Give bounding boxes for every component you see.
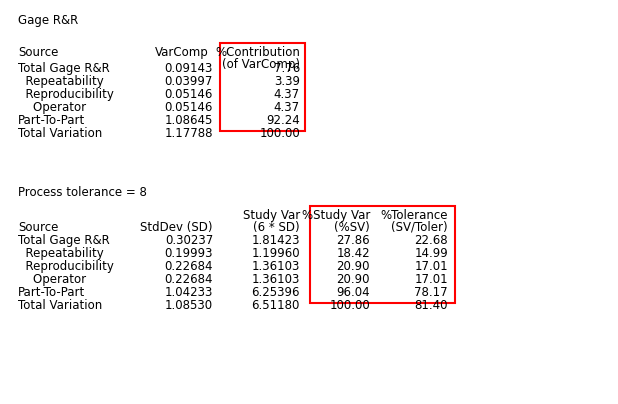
Text: 0.05146: 0.05146: [164, 88, 213, 101]
Text: 1.81423: 1.81423: [252, 234, 300, 247]
Text: 1.08530: 1.08530: [165, 299, 213, 312]
Text: 0.30237: 0.30237: [165, 234, 213, 247]
Text: 0.09143: 0.09143: [164, 62, 213, 75]
Text: %Contribution: %Contribution: [215, 46, 300, 59]
Text: 20.90: 20.90: [336, 273, 370, 286]
Text: (%SV): (%SV): [334, 221, 370, 234]
Text: 1.17788: 1.17788: [164, 127, 213, 140]
Text: 78.17: 78.17: [415, 286, 448, 299]
Text: Reproducibility: Reproducibility: [18, 260, 114, 273]
Text: Part-To-Part: Part-To-Part: [18, 114, 85, 127]
Text: 0.05146: 0.05146: [164, 101, 213, 114]
Text: 17.01: 17.01: [415, 260, 448, 273]
Text: Operator: Operator: [18, 101, 86, 114]
Text: (SV/Toler): (SV/Toler): [391, 221, 448, 234]
Text: 4.37: 4.37: [274, 88, 300, 101]
Text: 96.04: 96.04: [336, 286, 370, 299]
Text: 20.90: 20.90: [336, 260, 370, 273]
Text: 6.51180: 6.51180: [252, 299, 300, 312]
Bar: [310, 206, 455, 303]
Text: 1.04233: 1.04233: [164, 286, 213, 299]
Text: (6 * SD): (6 * SD): [253, 221, 300, 234]
Text: 100.00: 100.00: [329, 299, 370, 312]
Text: 7.76: 7.76: [274, 62, 300, 75]
Text: 17.01: 17.01: [415, 273, 448, 286]
Text: 14.99: 14.99: [414, 247, 448, 260]
Text: 1.19960: 1.19960: [252, 247, 300, 260]
Text: Source: Source: [18, 221, 58, 234]
Text: Study Var: Study Var: [243, 209, 300, 222]
Text: StdDev (SD): StdDev (SD): [140, 221, 213, 234]
Text: 4.37: 4.37: [274, 101, 300, 114]
Text: Total Gage R&R: Total Gage R&R: [18, 62, 110, 75]
Text: 81.40: 81.40: [415, 299, 448, 312]
Text: Part-To-Part: Part-To-Part: [18, 286, 85, 299]
Text: 0.19993: 0.19993: [164, 247, 213, 260]
Text: 27.86: 27.86: [336, 234, 370, 247]
Text: Total Gage R&R: Total Gage R&R: [18, 234, 110, 247]
Text: 1.08645: 1.08645: [164, 114, 213, 127]
Bar: [220, 43, 305, 131]
Text: 22.68: 22.68: [415, 234, 448, 247]
Text: (of VarComp): (of VarComp): [222, 58, 300, 71]
Text: Operator: Operator: [18, 273, 86, 286]
Text: Total Variation: Total Variation: [18, 299, 102, 312]
Text: Total Variation: Total Variation: [18, 127, 102, 140]
Text: Repeatability: Repeatability: [18, 247, 104, 260]
Text: 0.22684: 0.22684: [164, 260, 213, 273]
Text: 0.22684: 0.22684: [164, 273, 213, 286]
Text: 100.00: 100.00: [259, 127, 300, 140]
Text: Repeatability: Repeatability: [18, 75, 104, 88]
Text: 3.39: 3.39: [274, 75, 300, 88]
Text: 0.03997: 0.03997: [164, 75, 213, 88]
Text: 92.24: 92.24: [266, 114, 300, 127]
Text: 1.36103: 1.36103: [252, 273, 300, 286]
Text: %Tolerance: %Tolerance: [381, 209, 448, 222]
Text: Reproducibility: Reproducibility: [18, 88, 114, 101]
Text: 18.42: 18.42: [336, 247, 370, 260]
Text: 1.36103: 1.36103: [252, 260, 300, 273]
Text: VarComp: VarComp: [155, 46, 209, 59]
Text: 6.25396: 6.25396: [252, 286, 300, 299]
Text: %Study Var: %Study Var: [302, 209, 370, 222]
Text: Source: Source: [18, 46, 58, 59]
Text: Gage R&R: Gage R&R: [18, 14, 78, 27]
Text: Process tolerance = 8: Process tolerance = 8: [18, 186, 147, 199]
